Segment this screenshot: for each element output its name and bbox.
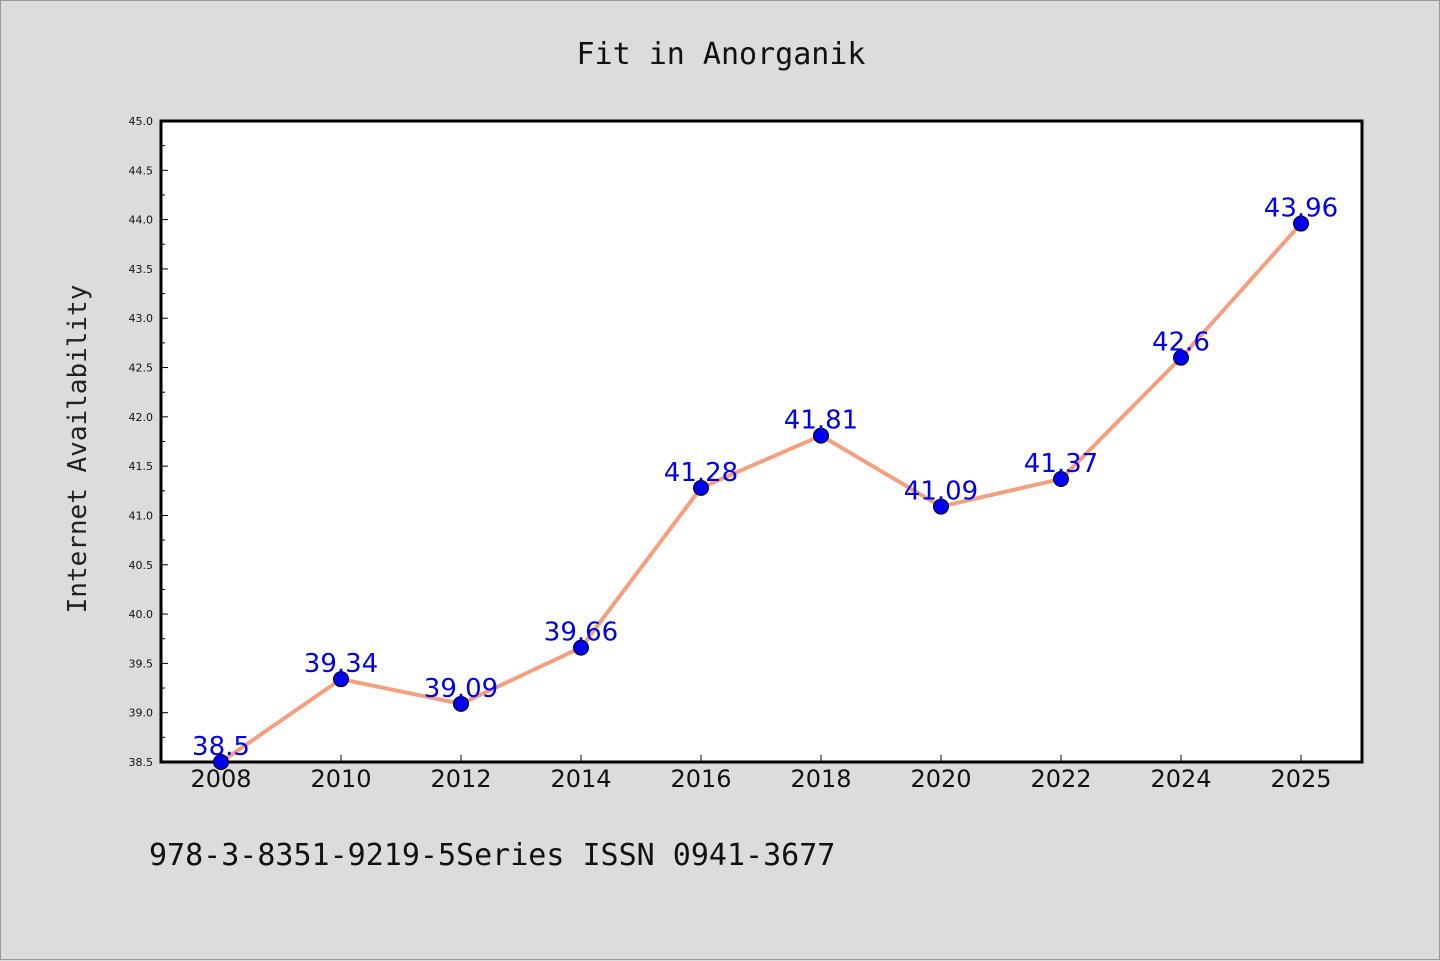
data-point-marker — [1293, 215, 1309, 232]
x-tick-label: 2020 — [910, 765, 971, 793]
x-tick-label: 2022 — [1030, 765, 1091, 793]
data-label: 38.5 — [192, 732, 250, 762]
y-tick-label: 43.0 — [129, 312, 154, 325]
data-label: 39.09 — [424, 674, 498, 704]
x-tick-label: 2010 — [310, 765, 371, 793]
series-line-group — [213, 215, 1309, 770]
x-tick-label: 2014 — [550, 765, 611, 793]
y-tick-label: 40.5 — [129, 559, 154, 572]
footer-text: 978-3-8351-9219-5Series ISSN 0941-3677 — [149, 838, 835, 873]
data-point-marker — [453, 695, 469, 712]
x-tick-label: 2024 — [1150, 765, 1211, 793]
y-tick-label: 42.5 — [129, 362, 154, 375]
y-tick-label: 45.0 — [129, 115, 154, 128]
data-label: 41.81 — [784, 406, 858, 436]
data-label: 42.6 — [1152, 328, 1210, 358]
data-point-marker — [1053, 470, 1069, 487]
series-line — [219, 222, 1303, 764]
x-tick-label: 2016 — [670, 765, 731, 793]
y-tick-label: 43.5 — [129, 263, 154, 276]
x-axis-ticks: 2008 2010 2012 2014 2016 2018 2020 2022 2024 2025 — [190, 755, 1332, 793]
data-labels-group: 38.5 39.34 39.09 39.66 41.28 41.81 41.09 41.37 4… — [192, 194, 1338, 762]
x-tick-label: 2012 — [430, 765, 491, 793]
plot-area — [159, 119, 1364, 764]
data-label: 39.34 — [304, 649, 378, 679]
data-point-marker — [933, 498, 949, 515]
data-point-marker — [1173, 349, 1189, 366]
data-label: 41.37 — [1024, 449, 1098, 479]
y-tick-label: 39.5 — [129, 657, 154, 670]
data-point-marker — [333, 671, 349, 688]
y-axis-label: Internet Availability — [63, 285, 93, 614]
y-tick-label: 39.0 — [129, 707, 154, 720]
y-tick-label: 40.0 — [129, 608, 154, 621]
data-point-marker — [213, 754, 229, 770]
y-tick-label: 38.5 — [129, 756, 154, 769]
y-tick-label: 42.0 — [129, 411, 154, 424]
y-tick-label: 41.0 — [129, 509, 154, 522]
y-axis-ticks: 38.5 39.0 39.5 40.0 40.5 41.0 41.5 42.0 42.5 43.0… — [129, 115, 168, 769]
data-point-marker — [813, 427, 829, 444]
y-tick-label: 44.5 — [129, 164, 154, 177]
data-point-marker — [573, 639, 589, 656]
x-tick-label: 2025 — [1270, 765, 1331, 793]
x-tick-label: 2018 — [790, 765, 851, 793]
data-label: 41.09 — [904, 477, 978, 507]
data-label: 41.28 — [664, 458, 738, 488]
data-label: 39.66 — [544, 618, 618, 648]
data-label: 43.96 — [1264, 194, 1338, 224]
chart-title: Fit in Anorganik — [577, 37, 866, 72]
data-point-marker — [693, 479, 709, 496]
y-tick-label: 41.5 — [129, 460, 154, 473]
y-tick-label: 44.0 — [129, 214, 154, 227]
